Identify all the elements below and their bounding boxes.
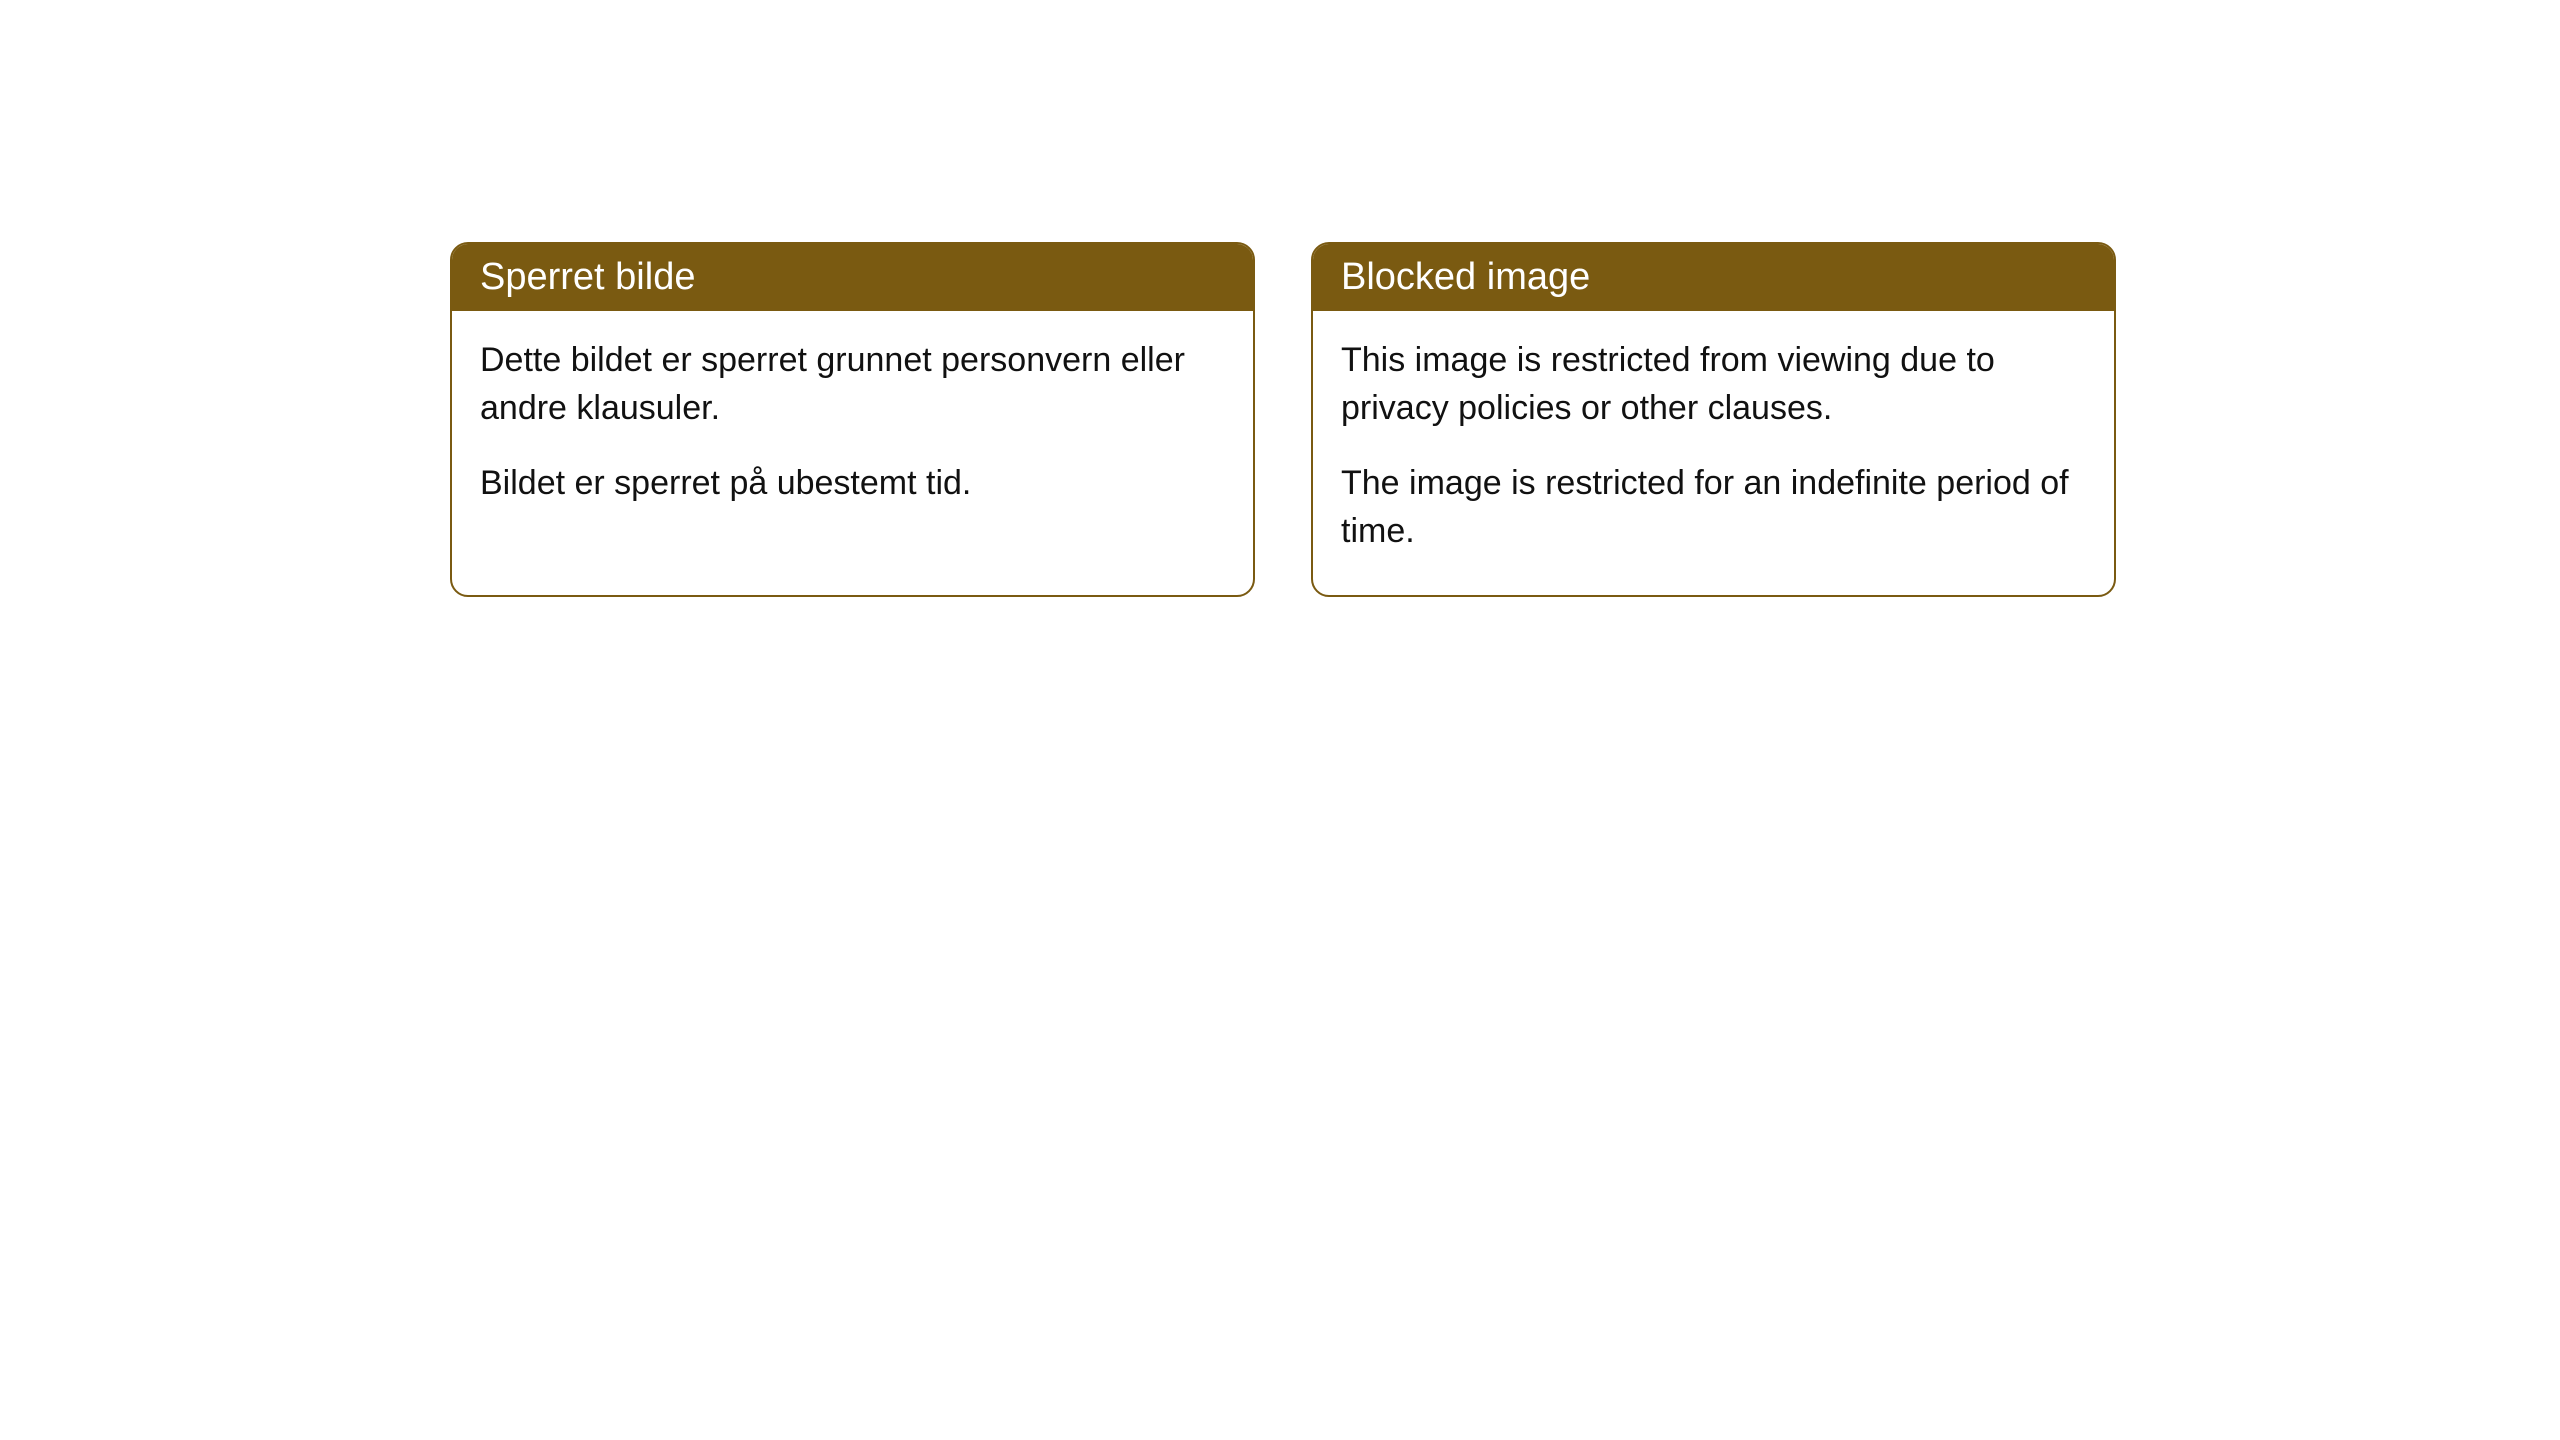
card-paragraph-2: Bildet er sperret på ubestemt tid. [480,460,1225,508]
card-header: Blocked image [1313,244,2114,311]
card-header: Sperret bilde [452,244,1253,311]
blocked-image-card-no: Sperret bilde Dette bildet er sperret gr… [450,242,1255,597]
card-paragraph-1: Dette bildet er sperret grunnet personve… [480,337,1225,432]
card-body: Dette bildet er sperret grunnet personve… [452,311,1253,548]
card-paragraph-2: The image is restricted for an indefinit… [1341,460,2086,555]
card-title: Blocked image [1341,256,1590,298]
card-paragraph-1: This image is restricted from viewing du… [1341,337,2086,432]
notice-cards-container: Sperret bilde Dette bildet er sperret gr… [450,242,2560,597]
card-body: This image is restricted from viewing du… [1313,311,2114,595]
card-title: Sperret bilde [480,256,695,298]
blocked-image-card-en: Blocked image This image is restricted f… [1311,242,2116,597]
